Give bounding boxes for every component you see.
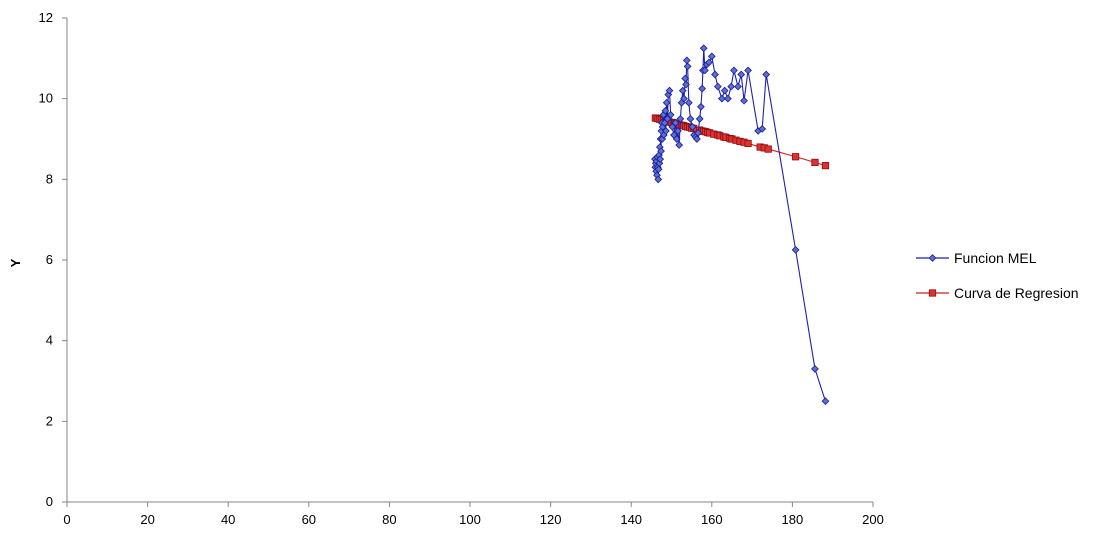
data-point-diamond [724, 94, 732, 103]
y-tick-label: 12 [39, 10, 53, 25]
data-point-diamond [661, 127, 670, 135]
data-point-diamond [668, 123, 677, 131]
data-point-diamond [762, 70, 771, 79]
data-point-diamond [655, 159, 664, 168]
plot-area [67, 18, 873, 502]
plot-background [67, 18, 873, 502]
x-tick-label: 180 [782, 512, 804, 527]
data-point-square [792, 153, 800, 161]
data-point-diamond [672, 135, 681, 143]
y-tick-label: 10 [39, 91, 53, 106]
data-point-square [811, 158, 819, 166]
data-point-square [821, 162, 830, 170]
x-tick-label: 200 [862, 512, 884, 527]
data-point-diamond [686, 114, 695, 123]
data-point-diamond [654, 175, 663, 184]
data-point-diamond [744, 66, 752, 75]
data-point-diamond [694, 129, 702, 137]
data-point-diamond [671, 119, 680, 127]
y-tick-label: 2 [46, 413, 53, 428]
y-tick-label: 8 [46, 171, 53, 186]
data-point-diamond [727, 82, 736, 91]
y-tick-label: 6 [46, 252, 53, 267]
y-axis-title: Y [8, 258, 23, 267]
data-point-diamond [695, 114, 704, 123]
x-tick-label: 40 [221, 512, 235, 527]
data-point-diamond [676, 114, 685, 123]
data-point-legend-diamond [928, 254, 937, 262]
data-point-square [764, 145, 772, 153]
legend-item: Funcion MEL [916, 250, 1037, 266]
data-point-diamond [701, 66, 709, 75]
y-tick-label: 4 [46, 333, 53, 348]
legend-label: Curva de Regresion [954, 285, 1079, 301]
data-point-diamond [664, 90, 673, 99]
x-tick-label: 120 [540, 512, 562, 527]
data-point-diamond [811, 365, 819, 373]
x-tick-label: 160 [701, 512, 723, 527]
x-axis: 0 20 40 60 80 100 120 140 160 180 200 [63, 501, 884, 527]
y-tick-label: 0 [46, 494, 53, 509]
data-point-diamond [734, 82, 742, 91]
legend: Funcion MEL Curva de Regresion [916, 250, 1079, 301]
data-point-diamond [663, 114, 672, 123]
data-point-diamond [682, 80, 690, 89]
data-point-diamond [678, 86, 687, 95]
data-point-diamond [674, 127, 682, 135]
data-point-diamond [684, 98, 693, 107]
data-point-square [744, 139, 752, 148]
data-point-legend-square [928, 289, 937, 297]
data-point-diamond [654, 165, 663, 174]
x-tick-label: 20 [140, 512, 154, 527]
x-tick-label: 60 [302, 512, 316, 527]
data-point-diamond [657, 147, 665, 155]
data-point-diamond [680, 94, 688, 103]
data-point-diamond [665, 86, 674, 95]
data-point-diamond [675, 141, 684, 149]
data-point-diamond [758, 125, 767, 133]
data-point-diamond [740, 96, 748, 105]
data-point-diamond [666, 110, 675, 119]
data-point-diamond [697, 102, 705, 111]
data-point-diamond [718, 94, 726, 103]
series-funcion-mel [651, 44, 830, 406]
data-point-diamond [720, 86, 729, 95]
legend-label: Funcion MEL [954, 250, 1037, 266]
data-point-diamond [821, 397, 830, 406]
data-point-diamond [656, 155, 665, 164]
data-point-diamond [661, 106, 670, 115]
data-point-diamond [737, 70, 746, 79]
x-tick-label: 100 [459, 512, 481, 527]
data-point-diamond [730, 66, 738, 75]
data-point-diamond [699, 44, 708, 53]
data-point-diamond [791, 246, 800, 254]
data-point-diamond [662, 98, 671, 107]
legend-item: Curva de Regresion [916, 285, 1079, 301]
data-point-diamond [688, 123, 697, 131]
x-tick-label: 80 [382, 512, 396, 527]
x-tick-label: 0 [63, 512, 70, 527]
y-axis: 0 2 4 6 8 10 12 [39, 10, 68, 509]
data-point-diamond [705, 58, 713, 67]
data-point-diamond [693, 135, 701, 143]
data-point-diamond [713, 82, 722, 91]
data-point-diamond [698, 84, 706, 93]
data-point-diamond [707, 52, 716, 61]
data-point-diamond [683, 62, 692, 71]
x-tick-label: 140 [620, 512, 642, 527]
data-point-diamond [711, 70, 719, 79]
series-layer [651, 44, 830, 406]
